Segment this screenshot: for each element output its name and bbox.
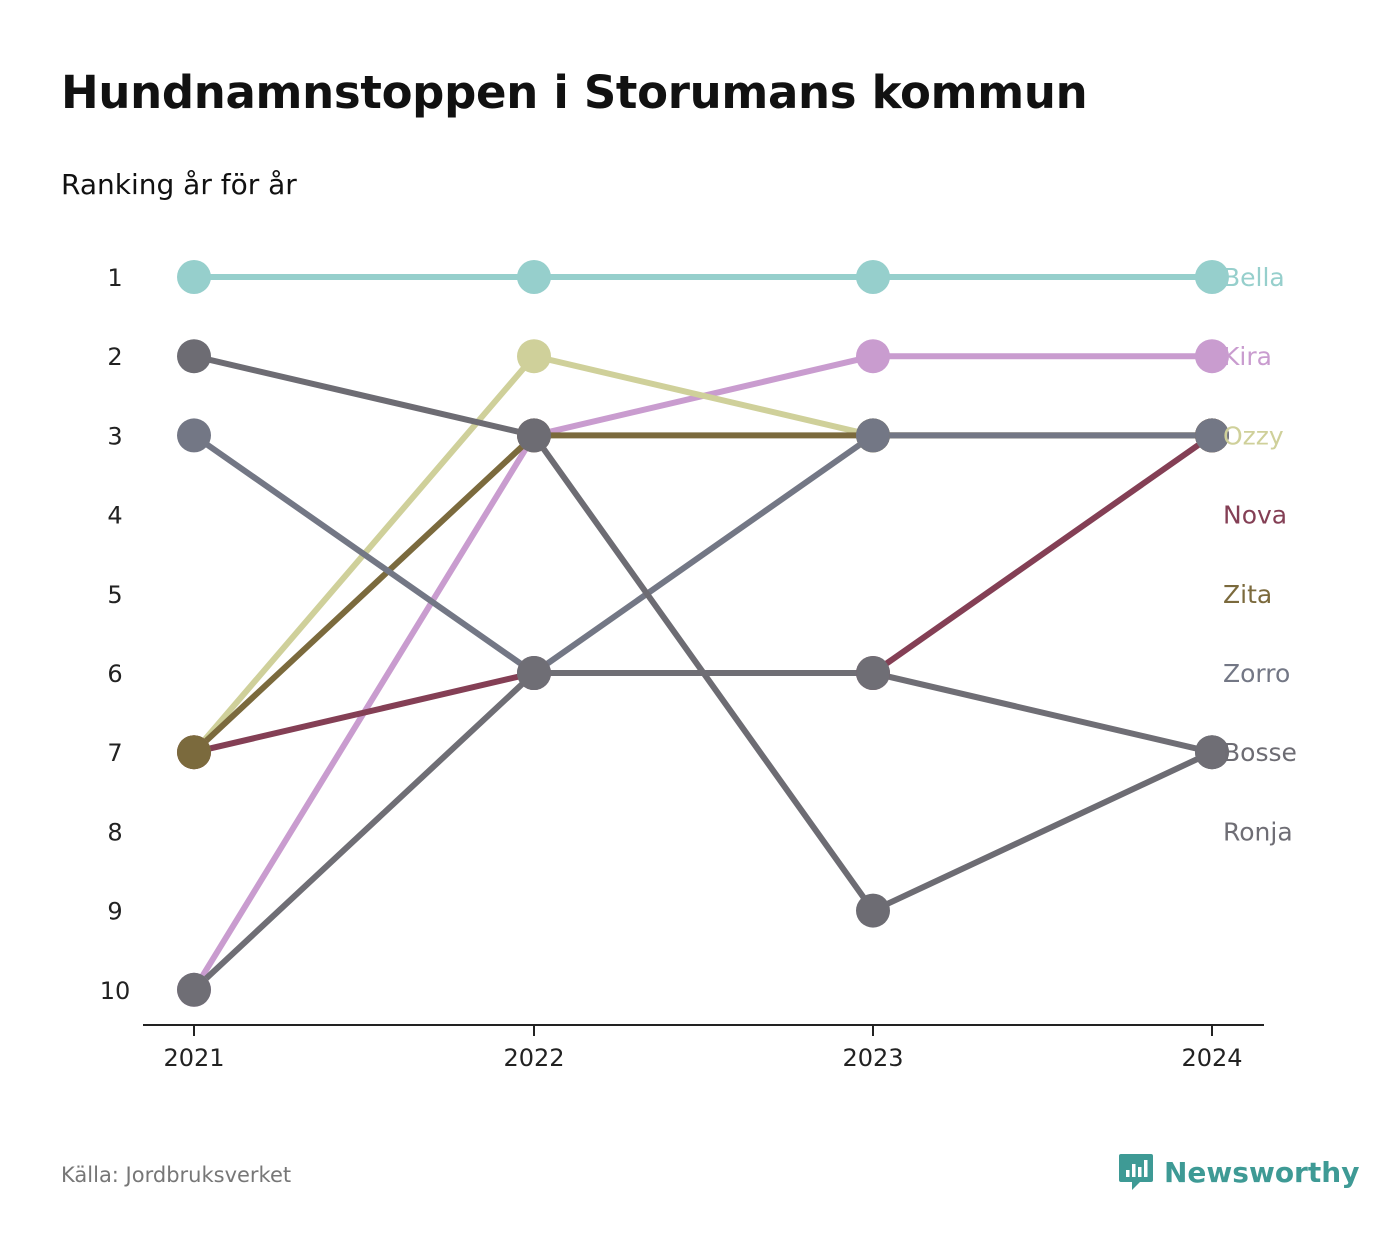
- y-tick-label: 4: [107, 502, 122, 530]
- end-labels: Bella Kira Ozzy Nova Zita Zorro Bosse Ronja: [1223, 263, 1297, 846]
- end-label-kira: Kira: [1223, 342, 1272, 371]
- y-axis-ticks: 1 2 3 4 5 6 7 8 9 10: [100, 264, 131, 1005]
- y-tick-label: 5: [107, 581, 122, 609]
- brand-name: Newsworthy: [1164, 1155, 1360, 1189]
- end-label-ronja: Ronja: [1223, 817, 1293, 846]
- data-point-ronja-2023: [856, 656, 890, 690]
- data-point-bosse-2021: [177, 339, 211, 374]
- end-label-ozzy: Ozzy: [1223, 421, 1284, 450]
- x-tick-label: 2024: [1181, 1044, 1242, 1072]
- data-point-zorro-2024: [1195, 418, 1229, 453]
- series-line-zita: [191, 432, 1215, 756]
- data-point-bella-2021: [177, 260, 211, 294]
- data-point-kira-2023: [856, 339, 890, 374]
- y-tick-label: 9: [107, 898, 122, 926]
- data-point-zorro-2023: [856, 418, 890, 453]
- y-tick-label: 1: [107, 264, 122, 292]
- end-label-nova: Nova: [1223, 501, 1287, 530]
- data-point-kira-2024: [1195, 339, 1229, 374]
- end-label-bella: Bella: [1223, 263, 1285, 292]
- data-point-ronja-2024: [1195, 735, 1229, 770]
- source-note: Källa: Jordbruksverket: [61, 1163, 292, 1187]
- end-label-zorro: Zorro: [1223, 659, 1290, 688]
- data-point-bella-2023: [856, 260, 890, 294]
- y-tick-label: 3: [107, 422, 122, 450]
- newsworthy-logo-icon: [1119, 1154, 1153, 1190]
- data-point-bosse-2022: [517, 418, 551, 453]
- data-point-bosse-2023: [856, 893, 890, 928]
- x-tick-label: 2022: [503, 1044, 564, 1072]
- brand-logo: Newsworthy: [1118, 1152, 1359, 1192]
- data-point-zita-2021: [177, 735, 211, 770]
- end-label-bosse: Bosse: [1223, 738, 1297, 767]
- data-point-bella-2024: [1195, 260, 1229, 294]
- chart-subtitle: Ranking år för år: [61, 168, 297, 201]
- y-tick-label: 2: [107, 343, 122, 371]
- data-point-zorro-2021: [177, 418, 211, 453]
- series-lines: [191, 274, 1215, 993]
- series-line-bosse: [191, 353, 1215, 914]
- x-tick-label: 2023: [842, 1044, 903, 1072]
- chart-title: Hundnamnstoppen i Storumans kommun: [61, 66, 1088, 119]
- y-tick-label: 8: [107, 818, 122, 846]
- data-point-ronja-2021: [177, 972, 211, 1007]
- series-line-ronja: [191, 670, 1215, 993]
- y-tick-label: 7: [107, 739, 122, 767]
- series-line-zorro: [191, 432, 1215, 676]
- y-tick-label: 10: [100, 977, 131, 1005]
- series-points: [177, 260, 1229, 1007]
- y-tick-label: 6: [107, 660, 122, 688]
- x-axis: 2021 2022 2023 2024: [143, 1024, 1264, 1072]
- x-tick-label: 2021: [163, 1044, 224, 1072]
- data-point-ronja-2022: [517, 656, 551, 690]
- data-point-ozzy-2022: [517, 339, 551, 374]
- data-point-bella-2022: [517, 260, 551, 294]
- end-label-zita: Zita: [1223, 580, 1272, 609]
- series-line-nova: [191, 432, 1215, 756]
